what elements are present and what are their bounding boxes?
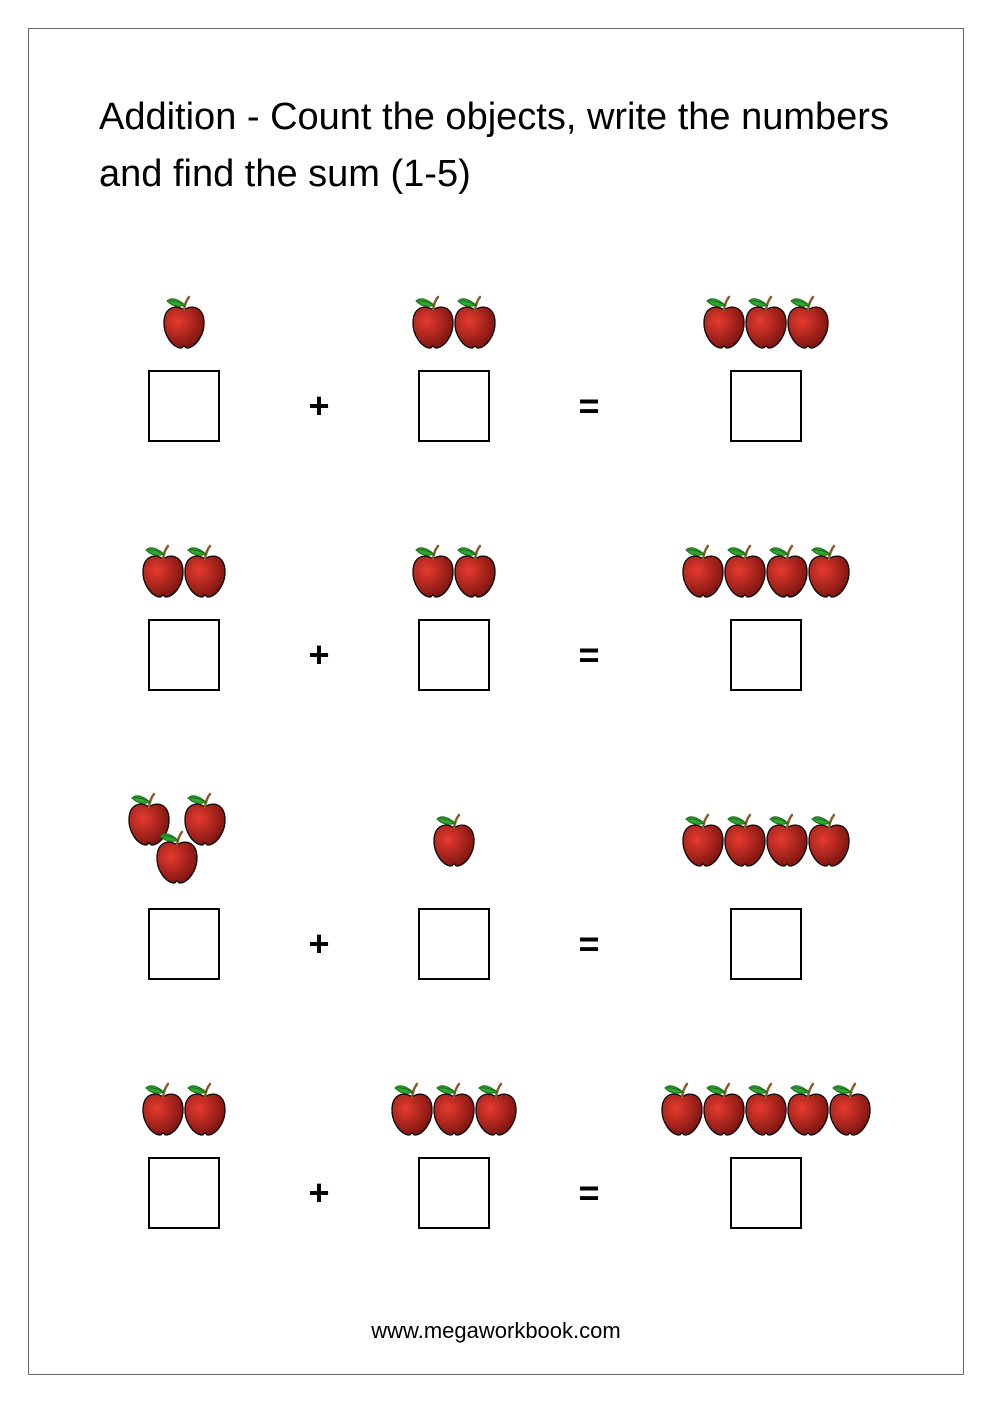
sum-answer-box[interactable]	[730, 619, 802, 691]
box-holder	[619, 619, 913, 691]
equals-operator: =	[569, 634, 609, 676]
box-holder	[349, 619, 559, 691]
apple-icon	[180, 1080, 230, 1138]
left-answer-box[interactable]	[148, 1157, 220, 1229]
left-answer-box[interactable]	[148, 619, 220, 691]
box-holder	[79, 370, 289, 442]
answer-line: + =	[79, 908, 913, 980]
apple-icon	[180, 542, 230, 600]
apple-icon	[471, 1080, 521, 1138]
apple-icon	[825, 1080, 875, 1138]
plus-operator: +	[299, 634, 339, 676]
apple-icon	[450, 293, 500, 351]
apple-icon	[450, 542, 500, 600]
answer-line: + =	[79, 370, 913, 442]
box-holder	[349, 908, 559, 980]
box-holder	[79, 1157, 289, 1229]
apple-group	[349, 292, 559, 352]
problem-row: + =	[79, 541, 913, 691]
worksheet-sheet: Addition - Count the objects, write the …	[28, 28, 964, 1375]
objects-line	[79, 541, 913, 601]
apple-group	[349, 1079, 559, 1139]
apple-icon	[804, 542, 854, 600]
box-holder	[79, 908, 289, 980]
right-answer-box[interactable]	[418, 370, 490, 442]
worksheet-page: Addition - Count the objects, write the …	[0, 0, 992, 1403]
apple-group	[619, 541, 913, 601]
problem-row: + =	[79, 790, 913, 980]
plus-operator: +	[299, 1172, 339, 1214]
apple-group	[79, 790, 289, 890]
objects-line	[79, 292, 913, 352]
apple-icon	[804, 811, 854, 869]
apple-group	[619, 1079, 913, 1139]
apple-group	[79, 1079, 289, 1139]
answer-line: + =	[79, 1157, 913, 1229]
box-holder	[349, 370, 559, 442]
apple-group	[619, 292, 913, 352]
right-answer-box[interactable]	[418, 1157, 490, 1229]
box-holder	[619, 1157, 913, 1229]
equals-operator: =	[569, 923, 609, 965]
box-holder	[619, 370, 913, 442]
equals-operator: =	[569, 1172, 609, 1214]
apple-icon	[152, 828, 202, 886]
plus-operator: +	[299, 385, 339, 427]
apple-group	[79, 292, 289, 352]
problem-row: + =	[79, 292, 913, 442]
apple-cluster	[124, 790, 244, 890]
apple-icon	[429, 811, 479, 869]
problem-row: + =	[79, 1079, 913, 1229]
objects-line	[79, 790, 913, 890]
apple-icon	[783, 293, 833, 351]
box-holder	[349, 1157, 559, 1229]
sum-answer-box[interactable]	[730, 1157, 802, 1229]
right-answer-box[interactable]	[418, 908, 490, 980]
apple-group	[349, 541, 559, 601]
left-answer-box[interactable]	[148, 908, 220, 980]
box-holder	[619, 908, 913, 980]
problem-rows: + =	[79, 243, 913, 1298]
equals-operator: =	[569, 385, 609, 427]
sum-answer-box[interactable]	[730, 370, 802, 442]
footer-text: www.megaworkbook.com	[79, 1298, 913, 1344]
apple-group	[619, 810, 913, 870]
right-answer-box[interactable]	[418, 619, 490, 691]
apple-group	[79, 541, 289, 601]
plus-operator: +	[299, 923, 339, 965]
apple-icon	[159, 293, 209, 351]
objects-line	[79, 1079, 913, 1139]
worksheet-title: Addition - Count the objects, write the …	[79, 89, 913, 203]
left-answer-box[interactable]	[148, 370, 220, 442]
apple-group	[349, 810, 559, 870]
box-holder	[79, 619, 289, 691]
answer-line: + =	[79, 619, 913, 691]
sum-answer-box[interactable]	[730, 908, 802, 980]
